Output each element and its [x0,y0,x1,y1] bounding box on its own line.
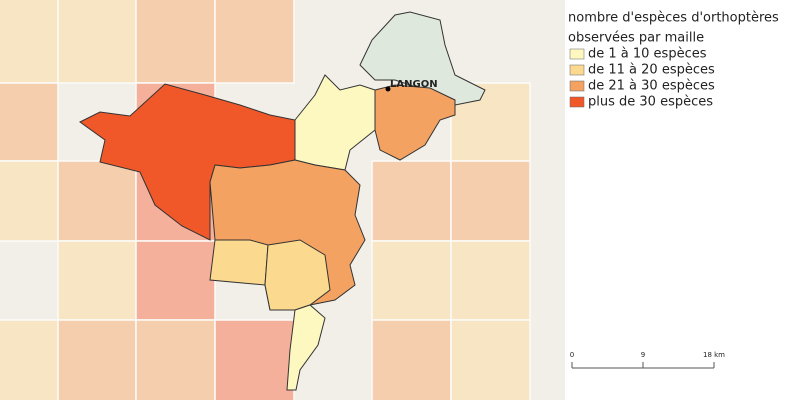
cell [135,319,216,400]
legend-label: de 1 à 10 espèces [588,47,707,62]
commune [286,304,326,391]
cell [57,0,137,84]
legend-label: de 21 à 30 espèces [588,79,715,94]
cell [0,0,59,84]
cell [371,240,452,321]
legend-label: plus de 30 espèces [588,95,713,110]
city-label: LANGON [390,79,438,90]
cell [0,319,59,400]
commune [209,239,269,286]
cell [214,319,295,400]
legend-swatch [569,48,585,60]
cell [57,160,137,242]
cell [450,160,531,242]
cell [135,240,216,321]
cell [0,82,59,162]
cell [214,0,295,84]
legend-swatch [569,96,585,108]
scale-label: 18 km [703,351,725,359]
scale-label: 9 [641,351,645,359]
legend-label: de 11 à 20 espèces [588,63,715,78]
scale-label: 0 [570,351,574,359]
legend-swatch [569,64,585,76]
cell [371,319,452,400]
cell [135,0,216,84]
cell [450,319,531,400]
commune [359,11,486,106]
communes [79,11,486,391]
legend-title: nombre d'espèces d'orthoptères [568,11,779,26]
city-marker [385,86,391,92]
cell [57,319,137,400]
legend-panel [565,0,792,400]
legend: nombre d'espèces d'orthoptères observées… [568,11,779,110]
cell [57,240,137,321]
legend-swatch [569,80,585,92]
commune [374,84,456,161]
cell [450,240,531,321]
cell [371,160,452,242]
scale-bar: 0 9 18 km [570,351,725,369]
cell [0,160,59,242]
legend-title: observées par maille [568,31,704,46]
